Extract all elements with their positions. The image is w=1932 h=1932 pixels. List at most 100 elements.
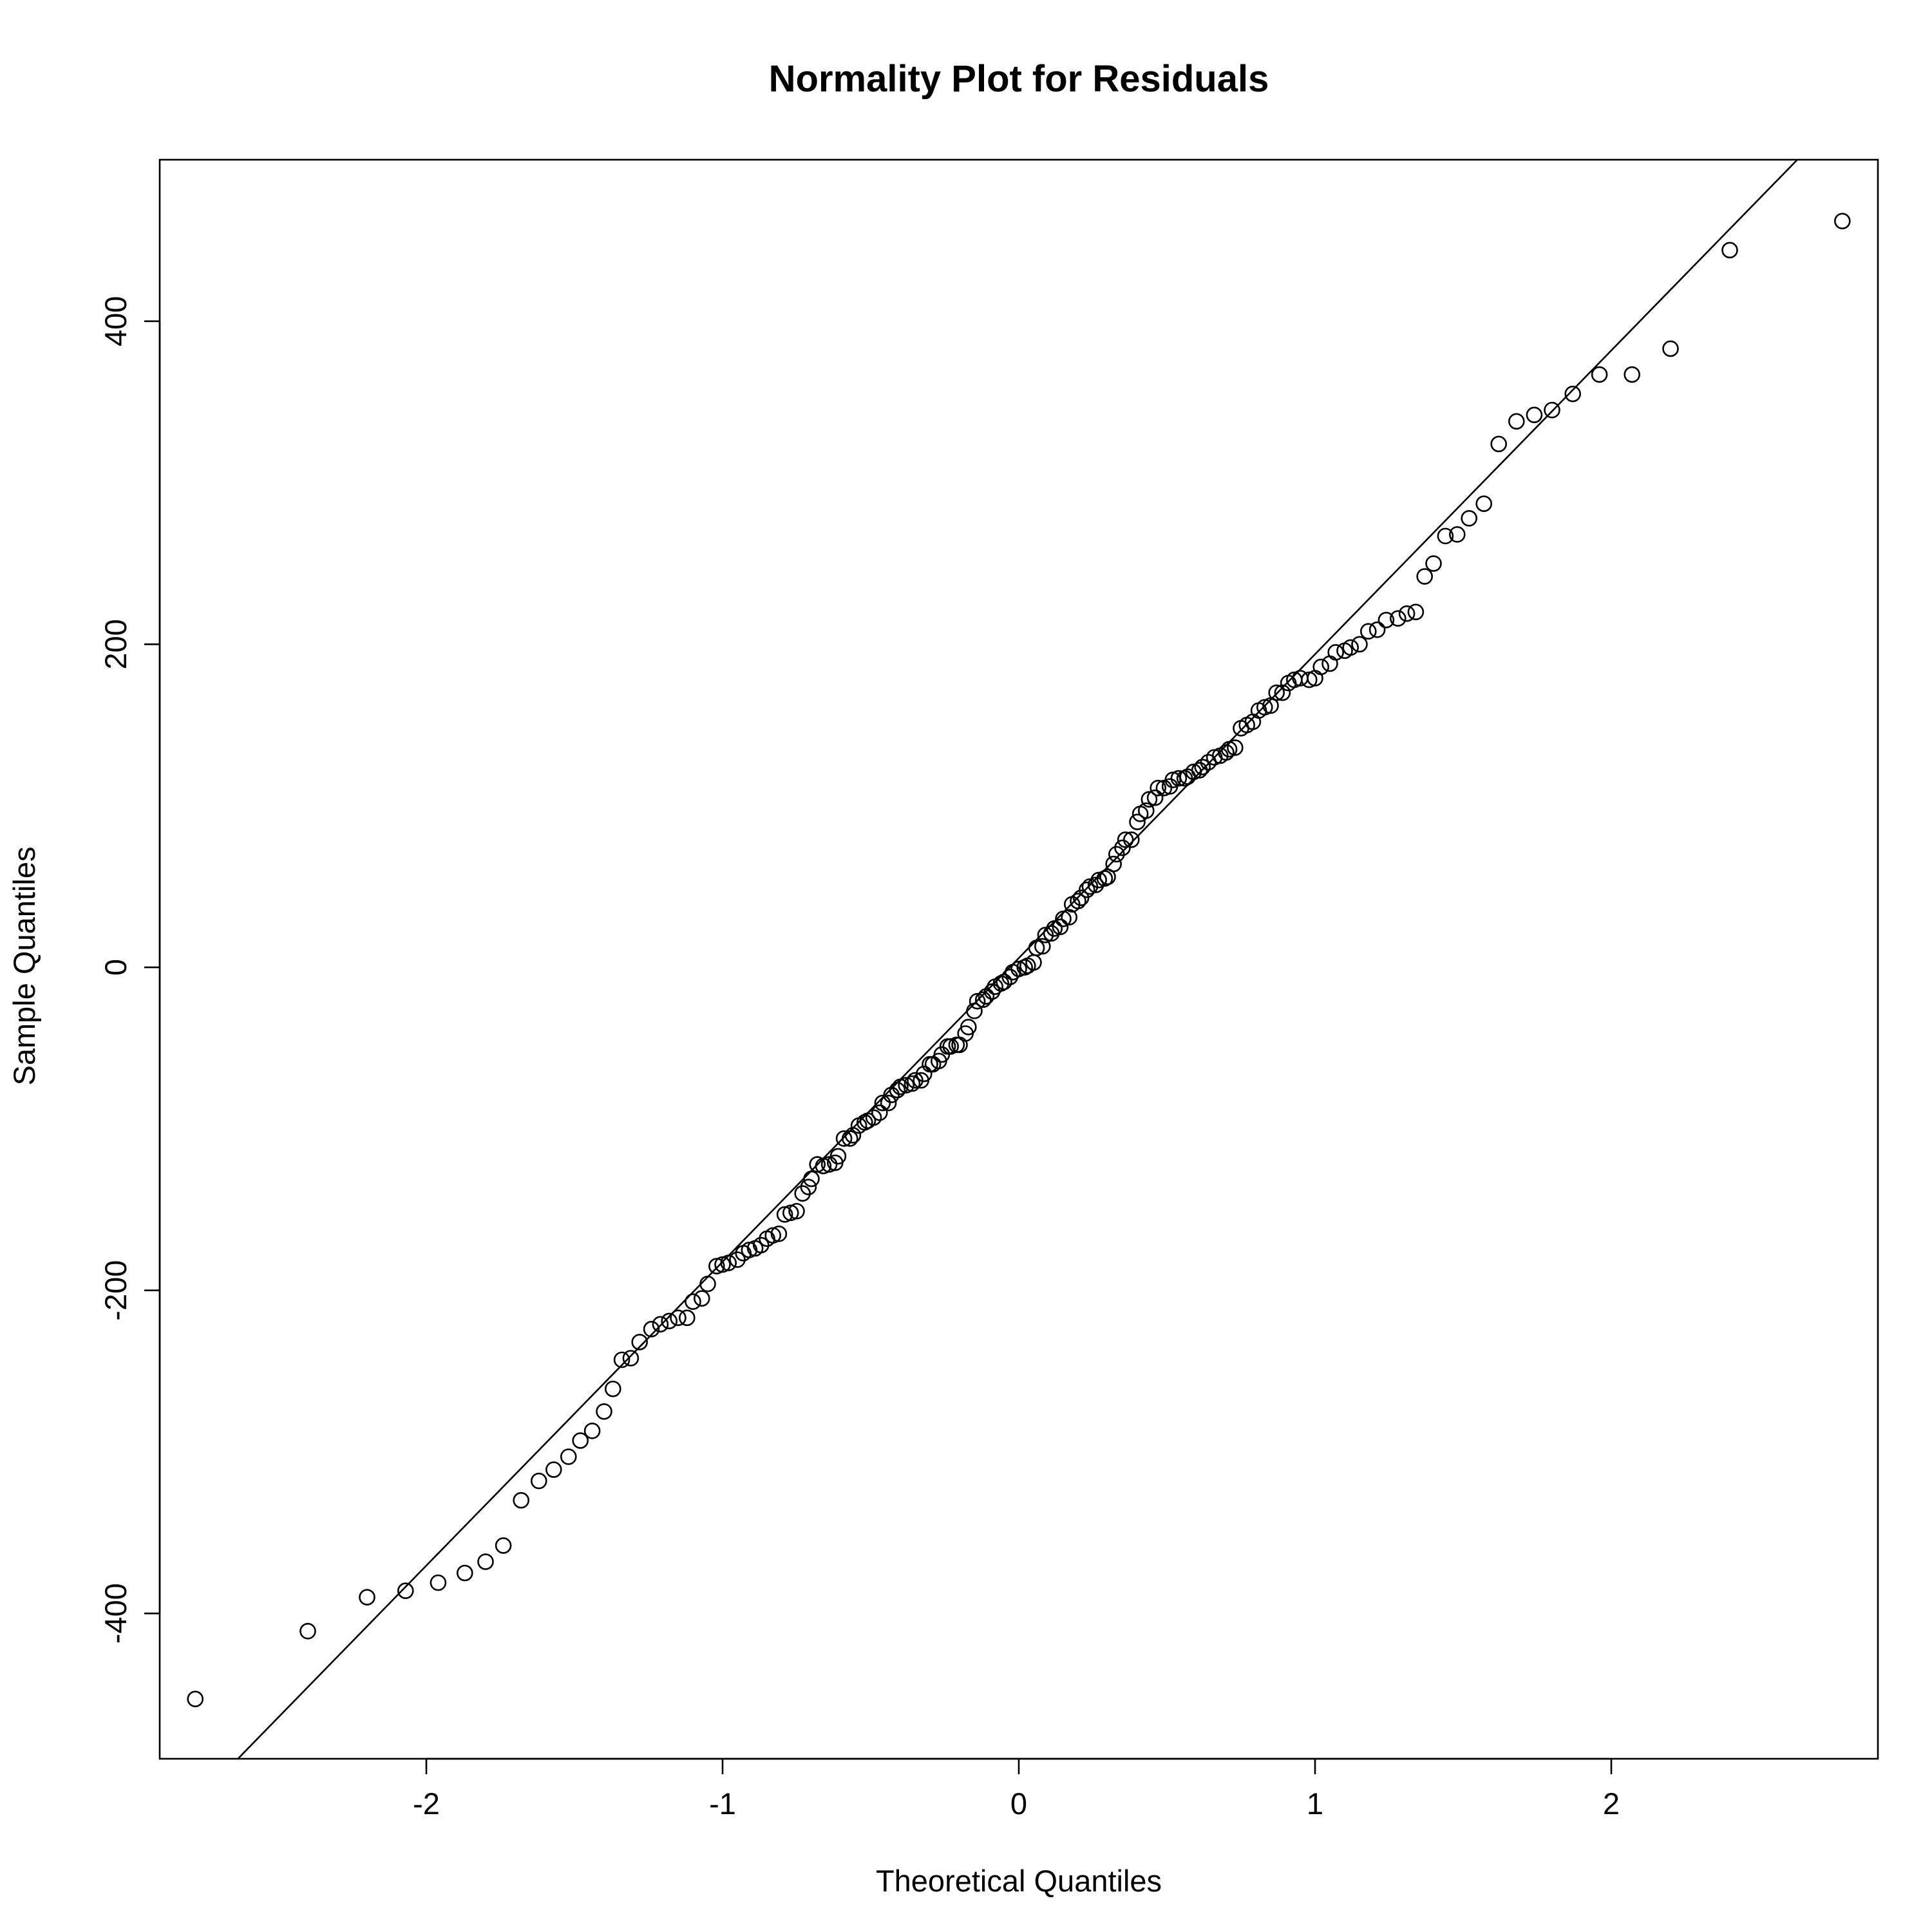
y-tick-label: -200: [99, 1260, 133, 1321]
data-point: [397, 1582, 414, 1599]
data-point: [776, 1206, 793, 1223]
data-point: [1360, 623, 1377, 640]
data-point: [1274, 684, 1291, 701]
y-axis: -400 -200 0 200 400: [99, 296, 161, 1643]
data-point: [1114, 839, 1131, 857]
data-point: [1070, 893, 1086, 910]
data-point: [788, 1202, 805, 1220]
data-point: [1129, 813, 1146, 831]
data-point: [1301, 671, 1318, 688]
data-point: [815, 1157, 832, 1175]
data-point: [1437, 527, 1454, 545]
data-point: [892, 1078, 909, 1095]
data-point: [1624, 366, 1640, 383]
data-point: [1138, 802, 1155, 819]
data-point: [829, 1148, 847, 1165]
data-point: [966, 1002, 983, 1019]
data-point: [513, 1492, 530, 1509]
data-point: [604, 1380, 621, 1397]
data-point: [942, 1038, 959, 1055]
data-point: [1378, 612, 1395, 629]
data-point: [782, 1204, 799, 1222]
data-point: [960, 1019, 977, 1036]
data-point: [1368, 621, 1386, 638]
x-tick-label: -1: [709, 1786, 736, 1821]
data-point: [898, 1077, 914, 1094]
data-point: [1146, 789, 1164, 806]
data-point: [1117, 831, 1134, 848]
data-point: [1490, 435, 1507, 453]
data-point: [1662, 340, 1679, 357]
data-point: [545, 1461, 562, 1478]
data-point: [631, 1334, 649, 1350]
data-point: [1342, 639, 1359, 656]
chart-title: Normality Plot for Residuals: [769, 58, 1269, 100]
data-point: [1105, 855, 1122, 873]
data-point: [694, 1290, 710, 1307]
data-point: [916, 1065, 933, 1083]
data-point: [904, 1075, 921, 1092]
x-tick-label: 2: [1603, 1786, 1620, 1821]
data-point: [1461, 509, 1477, 527]
data-point: [1398, 605, 1416, 622]
data-point: [699, 1275, 716, 1293]
data-point: [871, 1104, 888, 1121]
data-point: [643, 1321, 660, 1338]
data-point: [1046, 920, 1063, 937]
data-point: [1108, 846, 1125, 863]
qq-reference-line: [237, 160, 1798, 1759]
data-point: [1218, 744, 1235, 761]
data-point: [477, 1553, 494, 1570]
data-point: [889, 1081, 906, 1099]
data-point: [685, 1293, 701, 1311]
data-point: [714, 1256, 731, 1273]
data-point: [1327, 644, 1344, 661]
data-point: [1268, 684, 1285, 701]
y-tick-label: 200: [99, 619, 133, 669]
data-point: [1185, 763, 1202, 781]
data-point: [1407, 603, 1425, 621]
data-point: [969, 992, 986, 1010]
data-point: [1508, 413, 1525, 430]
x-tick-label: 1: [1307, 1786, 1323, 1821]
data-point: [652, 1316, 669, 1333]
data-point: [456, 1564, 473, 1582]
data-point: [359, 1589, 375, 1605]
data-point: [1721, 242, 1738, 259]
x-tick-label: 0: [1010, 1786, 1027, 1821]
data-point: [1028, 940, 1045, 956]
data-point: [1351, 636, 1368, 653]
y-tick-label: 400: [99, 296, 133, 346]
data-point: [1096, 870, 1113, 887]
data-point: [1079, 881, 1095, 898]
points-layer: [187, 213, 1851, 1708]
data-point: [1564, 385, 1581, 402]
data-point: [572, 1432, 589, 1449]
data-point: [1141, 791, 1158, 808]
data-point: [794, 1185, 811, 1202]
data-point: [842, 1130, 858, 1147]
data-point: [1526, 406, 1543, 424]
data-point: [613, 1351, 630, 1368]
data-point: [1256, 699, 1273, 716]
x-axis: -2 -1 0 1 2: [413, 1757, 1620, 1821]
data-point: [1016, 959, 1033, 976]
data-point: [583, 1423, 601, 1439]
data-point: [1010, 960, 1027, 978]
data-point: [1220, 741, 1238, 758]
data-point: [1591, 366, 1608, 383]
data-point: [560, 1448, 577, 1465]
y-tick-label: -400: [99, 1583, 133, 1643]
data-point: [430, 1574, 447, 1591]
data-point: [1544, 401, 1560, 419]
data-point: [530, 1472, 547, 1490]
reference-line-layer: [237, 160, 1798, 1759]
data-point: [770, 1226, 788, 1242]
data-point: [661, 1312, 677, 1330]
data-point: [596, 1403, 612, 1420]
data-point: [1194, 759, 1211, 775]
data-point: [720, 1255, 737, 1271]
data-point: [1475, 495, 1492, 513]
data-point: [1834, 213, 1851, 230]
